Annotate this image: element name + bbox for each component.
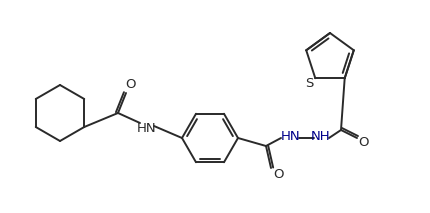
Text: O: O xyxy=(273,167,284,180)
Text: NH: NH xyxy=(310,131,330,144)
Text: O: O xyxy=(358,135,369,148)
Text: S: S xyxy=(304,77,313,90)
Text: HN: HN xyxy=(280,131,300,144)
Text: HN: HN xyxy=(137,121,157,134)
Text: O: O xyxy=(126,79,136,92)
